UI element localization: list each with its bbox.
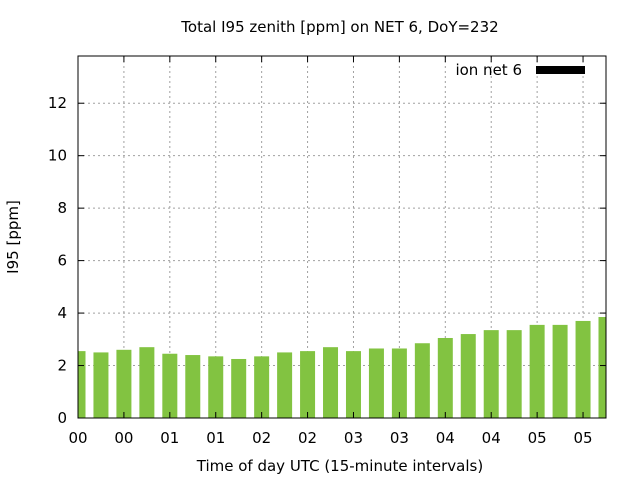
legend-swatch [536,66,585,74]
bar [116,349,132,418]
bar [345,351,361,418]
y-tick-label: 10 [48,147,67,165]
bar [598,317,606,418]
x-tick-label: 05 [528,429,547,447]
x-tick-label: 04 [436,429,455,447]
x-tick-label: 02 [252,429,271,447]
y-tick-label: 0 [57,409,67,427]
bar [575,320,591,418]
bar [300,351,316,418]
bar [254,356,270,418]
chart-title: Total I95 zenith [ppm] on NET 6, DoY=232 [180,18,498,36]
y-axis-label: I95 [ppm] [4,200,22,274]
bar [277,352,293,418]
bar [208,356,224,418]
bar [185,355,201,418]
bar [460,334,476,418]
x-axis-label: Time of day UTC (15-minute intervals) [196,457,483,475]
bar [78,351,86,418]
bar [162,353,178,418]
bar [323,347,339,418]
bar [552,324,568,418]
y-tick-label: 12 [48,94,67,112]
bar [414,343,430,418]
x-ticks: 00 00 01 01 02 02 03 03 04 04 05 05 [68,56,593,447]
bar [483,330,499,418]
x-tick-label: 05 [573,429,592,447]
x-tick-label: 00 [114,429,133,447]
bar [231,358,247,418]
bar [93,352,109,418]
x-tick-label: 04 [482,429,501,447]
x-tick-label: 00 [68,429,87,447]
x-tick-label: 03 [344,429,363,447]
bar [391,348,407,418]
grid-lines [78,56,606,418]
y-tick-label: 4 [57,304,67,322]
y-ticks: 0 2 4 6 8 10 12 [48,94,606,427]
bars [78,317,606,418]
x-tick-label: 02 [298,429,317,447]
bar [529,324,545,418]
legend: ion net 6 [455,61,585,79]
y-tick-label: 8 [57,199,67,217]
bar [368,348,384,418]
y-tick-label: 2 [57,357,67,375]
y-tick-label: 6 [57,252,67,270]
bar [139,347,155,418]
x-tick-label: 01 [206,429,225,447]
bar [506,330,522,418]
x-tick-label: 03 [390,429,409,447]
x-tick-label: 01 [160,429,179,447]
plot-frame [77,55,607,419]
bar [437,337,453,418]
legend-label: ion net 6 [455,61,522,79]
